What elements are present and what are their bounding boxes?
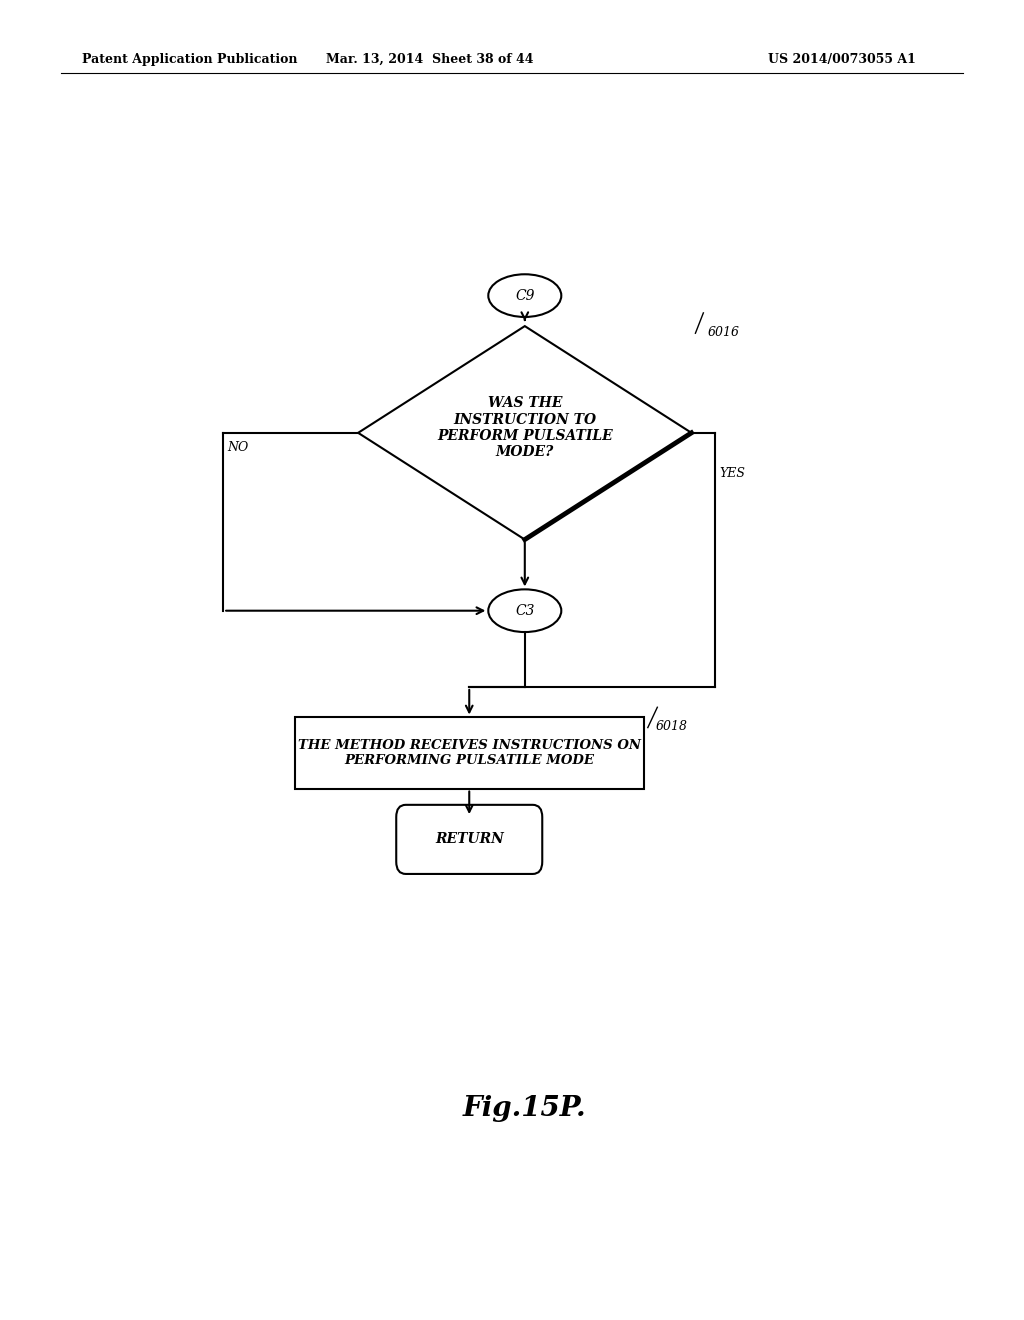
Text: NO: NO	[227, 441, 249, 454]
Text: Fig.15P.: Fig.15P.	[463, 1096, 587, 1122]
Text: THE METHOD RECEIVES INSTRUCTIONS ON
PERFORMING PULSATILE MODE: THE METHOD RECEIVES INSTRUCTIONS ON PERF…	[298, 739, 641, 767]
Text: Patent Application Publication: Patent Application Publication	[82, 53, 297, 66]
Bar	[295, 718, 644, 788]
Ellipse shape	[488, 589, 561, 632]
Text: US 2014/0073055 A1: US 2014/0073055 A1	[768, 53, 915, 66]
Text: Mar. 13, 2014  Sheet 38 of 44: Mar. 13, 2014 Sheet 38 of 44	[327, 53, 534, 66]
Text: 6016: 6016	[708, 326, 739, 339]
FancyBboxPatch shape	[396, 805, 543, 874]
Text: 6018: 6018	[655, 721, 688, 734]
Text: YES: YES	[719, 467, 745, 480]
Text: C9: C9	[515, 289, 535, 302]
Text: C3: C3	[515, 603, 535, 618]
Text: WAS THE
INSTRUCTION TO
PERFORM PULSATILE
MODE?: WAS THE INSTRUCTION TO PERFORM PULSATILE…	[437, 396, 612, 459]
Polygon shape	[358, 326, 691, 540]
Text: RETURN: RETURN	[435, 833, 504, 846]
Ellipse shape	[488, 275, 561, 317]
